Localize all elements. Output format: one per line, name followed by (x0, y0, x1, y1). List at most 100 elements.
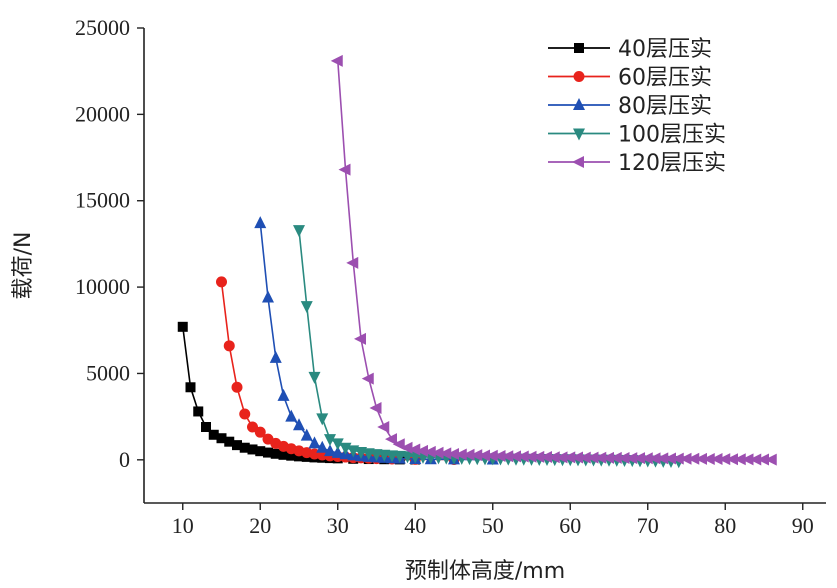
data-point (470, 449, 483, 462)
data-point (293, 225, 305, 238)
y-tick-label: 0 (119, 447, 130, 472)
data-point (346, 256, 359, 269)
legend-marker (574, 43, 584, 53)
legend: 40层压实 60层压实 80层压实 100层压实 120层压实 (548, 37, 726, 176)
data-point (478, 449, 490, 462)
series-1 (177, 321, 421, 465)
data-point (185, 382, 196, 393)
data-point (285, 409, 298, 422)
data-point (354, 332, 366, 345)
y-tick-label: 10000 (75, 274, 130, 299)
data-point (462, 448, 475, 461)
data-point (300, 428, 313, 441)
data-point (555, 451, 568, 464)
series-2 (216, 276, 460, 465)
x-tick-label: 30 (327, 513, 349, 538)
data-point (594, 451, 607, 464)
data-point (710, 453, 723, 466)
data-point (586, 451, 599, 464)
legend-label: 80层压实 (618, 94, 712, 119)
x-tick-label: 10 (172, 513, 194, 538)
data-point (361, 372, 374, 385)
data-point (247, 444, 258, 455)
data-point (278, 449, 289, 460)
data-point (640, 452, 653, 465)
data-point (416, 444, 428, 457)
data-point (330, 54, 343, 67)
data-point (532, 450, 545, 463)
x-tick-label: 20 (249, 513, 271, 538)
x-tick-label: 80 (714, 513, 736, 538)
data-point (193, 406, 204, 417)
data-point (757, 453, 769, 466)
data-point (239, 408, 251, 420)
legend-label: 120层压实 (618, 151, 726, 176)
legend-item: 80层压实 (548, 94, 712, 119)
data-point (216, 433, 227, 444)
data-point (239, 442, 250, 453)
legend-marker (573, 128, 585, 141)
data-point (255, 446, 266, 457)
data-point (393, 450, 406, 463)
x-tick-label: 90 (792, 513, 814, 538)
data-point (201, 422, 211, 432)
data-point (493, 450, 506, 463)
data-point (648, 452, 661, 465)
data-point (331, 445, 344, 458)
series-3 (254, 216, 499, 465)
y-tick-label: 15000 (75, 188, 130, 213)
data-point (269, 350, 282, 363)
data-point (263, 447, 273, 458)
data-point (293, 418, 305, 431)
data-point (733, 453, 746, 466)
data-point (679, 452, 692, 465)
data-point (702, 452, 715, 465)
legend-marker (572, 156, 584, 168)
data-point (447, 447, 459, 460)
data-point (656, 452, 669, 465)
legend-item: 60层压实 (548, 66, 712, 91)
data-point (431, 446, 444, 459)
data-point (741, 453, 754, 466)
data-point (270, 448, 281, 459)
y-tick-label: 20000 (75, 101, 130, 126)
data-point (254, 216, 267, 229)
data-point (377, 421, 390, 433)
data-point (509, 450, 521, 463)
data-point (401, 451, 414, 464)
data-point (602, 451, 614, 464)
data-point (578, 451, 591, 464)
data-point (516, 450, 529, 463)
data-point (454, 448, 467, 461)
data-point (540, 451, 552, 464)
series-line (259, 223, 493, 461)
data-point (664, 452, 676, 465)
x-tick-label: 70 (637, 513, 659, 538)
y-axis-title: 载荷/N (11, 232, 36, 300)
data-point (409, 451, 422, 464)
data-point (300, 301, 313, 314)
data-point (308, 436, 321, 449)
data-point (687, 452, 700, 465)
data-point (208, 429, 219, 440)
data-point (408, 443, 421, 456)
data-point (749, 453, 762, 466)
x-tick-label: 60 (559, 513, 581, 538)
data-point (400, 441, 413, 454)
data-point (609, 451, 622, 464)
data-point (223, 340, 235, 352)
data-point (331, 438, 344, 451)
data-point (338, 163, 351, 176)
data-point (224, 436, 235, 447)
data-point (671, 452, 684, 465)
plot-area (177, 54, 777, 469)
data-point (563, 451, 576, 464)
data-point (247, 421, 258, 433)
data-point (177, 321, 188, 332)
data-point (254, 426, 266, 438)
data-point (501, 450, 514, 463)
data-point (231, 381, 243, 393)
data-point (232, 440, 242, 451)
data-point (718, 453, 731, 466)
y-tick-label: 25000 (75, 15, 130, 40)
